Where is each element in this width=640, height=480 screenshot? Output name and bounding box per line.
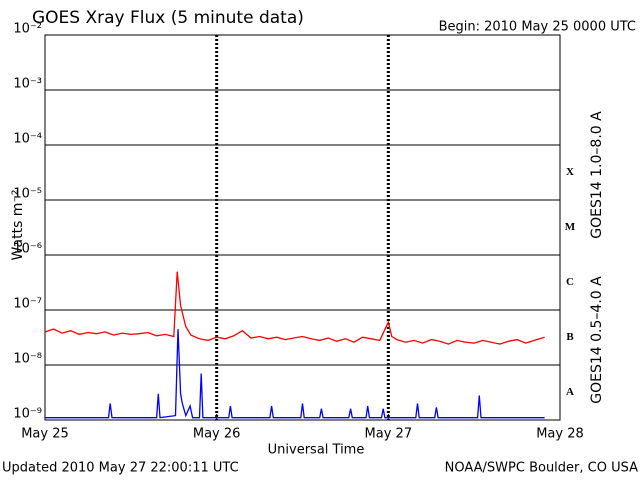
flare-class-label: B xyxy=(566,331,574,343)
flare-class-label: M xyxy=(565,221,576,233)
x-axis-label: Universal Time xyxy=(268,443,365,458)
legend-label: GOES14 1.0–8.0 A xyxy=(589,111,605,239)
y-tick-label: 10⁻⁹ xyxy=(13,407,42,422)
y-tick-label: 10⁻⁵ xyxy=(13,187,42,202)
y-tick-label: 10⁻⁸ xyxy=(13,352,42,367)
y-tick-label: 10⁻² xyxy=(13,22,42,37)
x-tick-label: May 27 xyxy=(365,427,413,442)
flare-class-label: X xyxy=(566,166,574,178)
x-tick-label: May 25 xyxy=(21,427,69,442)
y-tick-label: 10⁻³ xyxy=(13,77,42,92)
plot-frame xyxy=(44,34,561,421)
x-tick-label: May 28 xyxy=(536,427,584,442)
footer-left: Updated 2010 May 27 22:00:11 UTC xyxy=(2,461,239,476)
y-axis-label: Watts m⁻² xyxy=(10,190,26,261)
flare-class-label: A xyxy=(566,386,574,398)
chart-title: GOES Xray Flux (5 minute data) xyxy=(32,8,304,28)
y-tick-label: 10⁻⁴ xyxy=(13,132,42,147)
y-tick-label: 10⁻⁶ xyxy=(13,242,42,257)
x-tick-label: May 26 xyxy=(193,427,241,442)
series-line xyxy=(44,271,545,345)
flare-class-label: C xyxy=(566,276,574,288)
legend-label: GOES14 0.5–4.0 A xyxy=(589,276,605,404)
series-line xyxy=(45,329,545,419)
subtitle: Begin: 2010 May 25 0000 UTC xyxy=(439,20,636,35)
y-tick-label: 10⁻⁷ xyxy=(13,297,42,312)
footer-right: NOAA/SWPC Boulder, CO USA xyxy=(445,461,638,476)
